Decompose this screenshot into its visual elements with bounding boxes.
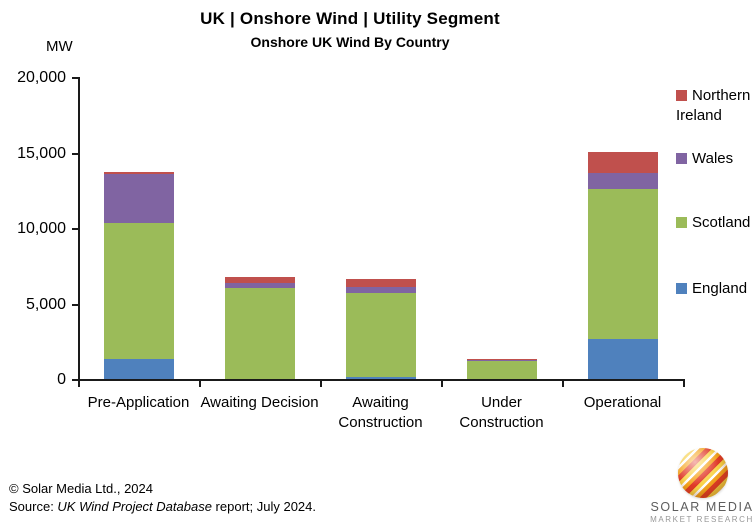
bar-segment-england [587, 338, 658, 379]
x-axis-label: Operational [583, 394, 662, 411]
y-axis-tick-label: 5,000 [25, 295, 66, 313]
x-axis-tick [441, 381, 443, 387]
bar-segment-wales [345, 287, 416, 294]
legend-label: Northern Ireland [676, 87, 751, 125]
y-axis-tick-label: 15,000 [17, 144, 66, 162]
y-axis-tick [72, 152, 78, 155]
bar-segment-northern-ireland [103, 172, 174, 174]
chart-title: UK | Onshore Wind | Utility Segment [200, 9, 500, 28]
chart-subtitle: Onshore UK Wind By Country [250, 34, 450, 50]
x-axis-label: Pre-Application [87, 394, 190, 411]
bar-segment-northern-ireland [587, 152, 658, 174]
bar-segment-wales [466, 359, 537, 361]
legend-label: Wales [692, 150, 734, 167]
legend-swatch-icon [676, 153, 687, 164]
legend-item-scotland: Scotland [676, 213, 756, 233]
logo-name: SOLAR MEDIA [650, 500, 754, 514]
bar-segment-northern-ireland [345, 278, 416, 288]
x-axis-label: Awaiting Decision [200, 394, 319, 411]
legend-swatch-icon [676, 217, 687, 228]
footer-source-prefix: Source: [9, 499, 58, 514]
x-axis-label: Awaiting Construction [338, 394, 423, 432]
y-axis-tick-label: 0 [57, 371, 66, 388]
legend-item-northern-ireland: Northern Ireland [676, 86, 756, 127]
y-axis-tick [72, 379, 78, 381]
bar-segment-england [103, 359, 174, 379]
legend-label: Scotland [692, 214, 751, 231]
y-axis-tick [72, 77, 78, 79]
y-axis-tick [72, 228, 78, 230]
bar-segment-wales [224, 282, 295, 289]
legend-label: England [692, 280, 748, 297]
bar-segment-wales [587, 173, 658, 190]
legend-item-england: England [676, 279, 756, 299]
y-axis-tick [72, 303, 78, 306]
y-axis-tick-label: 10,000 [17, 220, 66, 237]
x-axis-tick [562, 381, 564, 387]
y-axis [78, 77, 80, 381]
bar-segment-northern-ireland [466, 358, 537, 360]
x-axis-tick [78, 381, 80, 387]
bar-segment-scotland [224, 288, 295, 379]
bar-segment-scotland [466, 360, 537, 379]
bar-segment-scotland [103, 223, 174, 360]
x-axis-tick [683, 381, 685, 387]
y-axis-unit-label: MW [46, 38, 73, 55]
legend-item-wales: Wales [676, 149, 756, 169]
logo-tagline: MARKET RESEARCH [650, 515, 754, 524]
bar-segment-wales [103, 173, 174, 224]
y-axis-tick-label: 20,000 [17, 69, 66, 86]
legend-swatch-icon [676, 90, 687, 101]
bar-segment-scotland [345, 293, 416, 378]
footer-copyright: © Solar Media Ltd., 2024 [9, 481, 153, 496]
x-axis-tick [320, 381, 322, 387]
bar-segment-northern-ireland [224, 277, 295, 283]
solar-media-globe-icon [678, 448, 728, 498]
bar-segment-england [345, 377, 416, 379]
bar-segment-scotland [587, 189, 658, 339]
footer-source-suffix: report; July 2024. [211, 499, 316, 514]
x-axis [78, 379, 685, 381]
legend-swatch-icon [676, 283, 687, 294]
x-axis-label: Under Construction [459, 394, 544, 432]
footer-source-title: UK Wind Project Database [57, 499, 212, 514]
x-axis-tick [199, 381, 201, 387]
footer-source: Source: UK Wind Project Database report;… [9, 499, 316, 514]
